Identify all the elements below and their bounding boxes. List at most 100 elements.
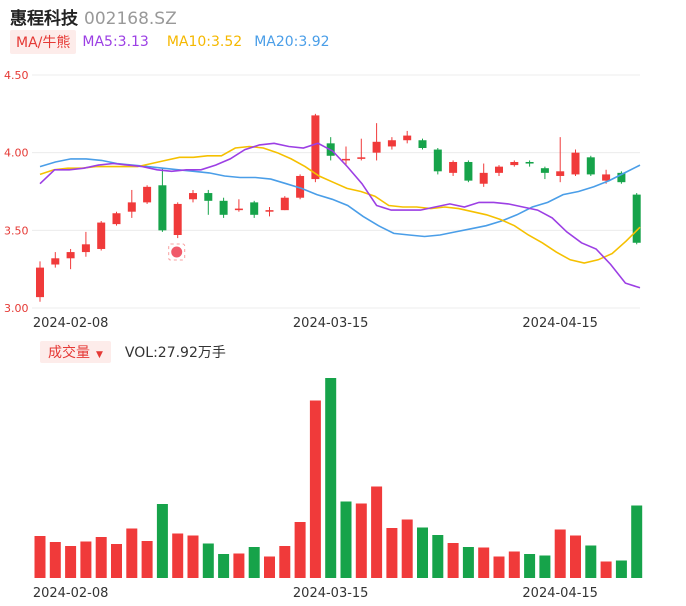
- candle-body: [464, 161, 473, 181]
- volume-bar: [141, 541, 153, 578]
- candle-body: [311, 115, 320, 180]
- volume-bar: [279, 546, 291, 578]
- volume-bar: [95, 537, 107, 578]
- candle-body: [250, 202, 259, 215]
- volume-bar: [218, 554, 230, 578]
- y-tick-label: 4.00: [4, 147, 29, 160]
- volume-bar: [478, 547, 490, 578]
- y-tick-label: 4.50: [4, 69, 29, 82]
- x-tick-label: 2024-03-15: [293, 316, 369, 331]
- volume-toggle-button[interactable]: 成交量 ▼: [40, 341, 111, 363]
- volume-bar: [65, 546, 77, 578]
- volume-bar: [447, 543, 459, 578]
- volume-toggle-label: 成交量: [48, 345, 90, 361]
- volume-bar: [570, 535, 581, 578]
- candle-body: [97, 222, 106, 249]
- volume-x-tick-label: 2024-03-15: [293, 586, 369, 601]
- candle-body: [265, 210, 274, 212]
- candle-body: [280, 197, 289, 211]
- volume-bar: [126, 528, 138, 578]
- candle-body: [372, 141, 381, 153]
- candle-body: [234, 208, 243, 211]
- ma10-legend: MA10:3.52: [166, 34, 243, 50]
- stock-title: 惠程科技 002168.SZ: [10, 4, 177, 29]
- x-tick-label: 2024-04-15: [522, 316, 598, 331]
- volume-bar: [539, 555, 551, 578]
- volume-x-tick-label: 2024-02-08: [33, 586, 109, 601]
- x-tick-label: 2024-02-08: [33, 316, 109, 331]
- candle-body: [617, 172, 626, 183]
- volume-bar: [371, 486, 383, 578]
- candle-body: [495, 166, 503, 173]
- event-marker-icon: [171, 246, 183, 258]
- volume-bar: [401, 519, 413, 578]
- candle-body: [418, 140, 427, 149]
- volume-x-tick-label: 2024-04-15: [522, 586, 598, 601]
- candle-body: [81, 244, 90, 253]
- volume-bar: [386, 528, 398, 578]
- candle-body: [296, 175, 305, 198]
- candle-body: [127, 202, 136, 212]
- volume-bar: [111, 544, 122, 578]
- volume-bar: [615, 560, 627, 578]
- volume-bar: [524, 554, 536, 578]
- candle-body: [158, 185, 167, 231]
- candle-body: [342, 158, 350, 161]
- volume-bar: [264, 556, 275, 578]
- candle-body: [571, 152, 580, 175]
- volume-bar: [417, 527, 428, 578]
- volume-bar: [631, 505, 643, 578]
- ma-legend: MA/牛熊 MA5:3.13 MA10:3.52 MA20:3.92: [10, 30, 330, 54]
- candle-body: [219, 200, 228, 215]
- candle-body: [36, 267, 44, 298]
- candle-body: [357, 157, 366, 159]
- candle-body: [51, 258, 60, 265]
- candle-body: [403, 135, 412, 141]
- candle-body: [204, 193, 213, 201]
- volume-bar: [248, 547, 260, 578]
- stock-code: 002168.SZ: [84, 9, 177, 29]
- candle-body: [112, 213, 121, 225]
- candle-body: [66, 252, 75, 259]
- stock-name: 惠程科技: [10, 9, 78, 29]
- ma20-legend: MA20:3.92: [254, 34, 330, 50]
- volume-bar: [202, 543, 214, 578]
- volume-bar: [585, 545, 597, 578]
- candle-body: [173, 203, 182, 235]
- candle-body: [525, 161, 534, 164]
- volume-bar: [34, 536, 46, 578]
- volume-value: VOL:27.92万手: [124, 345, 226, 361]
- volume-bar: [49, 542, 61, 578]
- volume-bar: [309, 400, 321, 578]
- volume-bar: [508, 551, 520, 578]
- candle-body: [602, 174, 611, 181]
- candle-body: [479, 172, 488, 184]
- volume-bar: [325, 378, 337, 578]
- marker-frame: [168, 243, 186, 261]
- volume-bar: [462, 547, 474, 578]
- ma20-line: [39, 158, 641, 238]
- volume-bar: [80, 541, 92, 578]
- volume-bar: [156, 504, 168, 578]
- candle-body: [189, 193, 197, 200]
- ma5-line: [39, 142, 641, 289]
- volume-bar: [340, 501, 352, 578]
- candle-body: [449, 161, 458, 173]
- ma-toggle-button[interactable]: MA/牛熊: [10, 30, 77, 54]
- candle-body: [586, 157, 595, 175]
- volume-legend: 成交量 ▼ VOL:27.92万手: [40, 341, 226, 363]
- candle-body: [632, 194, 641, 243]
- volume-bar: [600, 561, 612, 578]
- volume-bar: [432, 535, 444, 578]
- volume-bar: [187, 535, 199, 578]
- caret-down-icon: ▼: [96, 350, 103, 360]
- candle-body: [387, 140, 396, 147]
- candle-body: [556, 171, 565, 176]
- candle-body: [143, 186, 152, 203]
- volume-bar: [355, 503, 367, 578]
- candle-body: [433, 149, 442, 172]
- ma5-legend: MA5:3.13: [82, 34, 149, 50]
- candle-body: [510, 161, 519, 166]
- volume-bar: [294, 522, 306, 578]
